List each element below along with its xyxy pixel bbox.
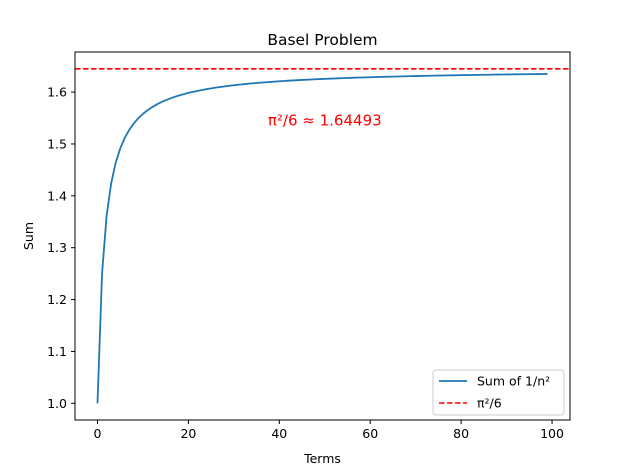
- y-axis-ticks: 1.0 1.1 1.2 1.3 1.4 1.5 1.6: [47, 85, 75, 411]
- x-tick-label: 60: [362, 426, 378, 441]
- x-tick-label: 20: [180, 426, 196, 441]
- y-axis-label: Sum: [21, 222, 36, 250]
- pi-squared-over-six-annotation: π²/6 ≈ 1.64493: [268, 112, 382, 130]
- y-tick-label: 1.2: [47, 292, 67, 307]
- series-layer: [75, 67, 570, 404]
- legend: Sum of 1/n² π²/6: [432, 369, 565, 416]
- y-tick-label: 1.3: [47, 240, 67, 255]
- x-axis-ticks: 0 20 40 60 80 100: [94, 420, 564, 441]
- y-tick-label: 1.4: [47, 188, 67, 203]
- x-tick-label: 80: [453, 426, 469, 441]
- y-tick-label: 1.1: [47, 344, 67, 359]
- chart-title: Basel Problem: [267, 31, 377, 49]
- sum-of-inverse-squares-line: [96, 73, 548, 404]
- y-tick-label: 1.6: [47, 85, 67, 100]
- x-tick-label: 100: [540, 426, 564, 441]
- y-tick-label: 1.5: [47, 136, 67, 151]
- legend-label-sum: Sum of 1/n²: [477, 374, 550, 389]
- x-axis-label: Terms: [303, 451, 341, 466]
- x-tick-label: 0: [94, 426, 102, 441]
- y-tick-label: 1.0: [47, 396, 67, 411]
- x-tick-label: 40: [271, 426, 287, 441]
- legend-label-pi: π²/6: [477, 396, 502, 411]
- plot-frame: [74, 51, 571, 421]
- plot-area: [75, 52, 570, 420]
